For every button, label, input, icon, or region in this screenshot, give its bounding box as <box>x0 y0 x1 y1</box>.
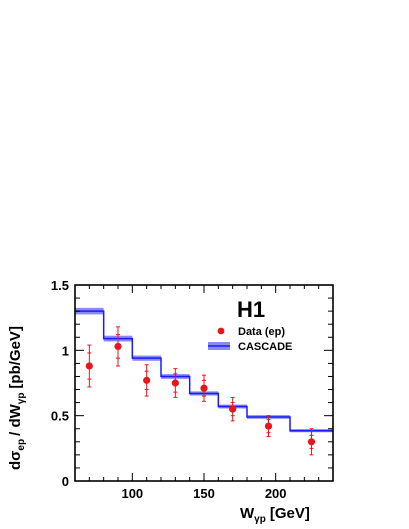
data-point <box>229 396 237 422</box>
data-points-layer <box>85 326 316 456</box>
x-axis-title-sub: γp <box>254 514 266 525</box>
x-axis-title-unit: [GeV] <box>270 505 310 522</box>
data-point <box>200 374 208 402</box>
x-tick-label: 200 <box>265 486 287 501</box>
data-marker <box>200 384 208 392</box>
data-marker <box>114 342 122 351</box>
data-marker <box>85 362 93 370</box>
y-axis-title-sub2: γp <box>16 393 27 405</box>
y-tick-label: 1 <box>62 343 69 358</box>
data-marker <box>171 379 179 387</box>
data-marker <box>264 422 273 430</box>
legend-data-label: Data (ep) <box>238 326 285 338</box>
data-point <box>143 364 151 397</box>
x-tick-label: 100 <box>121 486 143 501</box>
tick-labels: 100 150 200 0 0.5 1 1.5 <box>51 278 287 501</box>
legend: Data (ep) CASCADE <box>208 326 292 353</box>
y-tick-label: 1.5 <box>51 278 69 293</box>
x-tick-label: 150 <box>193 486 215 501</box>
axis-ticks <box>74 284 334 482</box>
y-axis-title-unit: [pb/GeV] <box>7 326 24 389</box>
y-axis-title-main: dσ <box>7 451 24 470</box>
y-axis-title-sub1: ep <box>16 439 27 451</box>
x-axis-title: Wγp [GeV] <box>240 505 310 525</box>
data-marker <box>307 438 316 446</box>
data-point <box>171 368 179 398</box>
cascade-line <box>75 310 333 432</box>
data-marker <box>229 405 237 413</box>
x-axis-title-main: W <box>240 505 255 522</box>
y-tick-label: 0 <box>62 474 69 489</box>
y-axis-title-mid: / dW <box>7 403 24 435</box>
y-axis-title: dσep / dWγp [pb/GeV] <box>7 326 27 470</box>
y-tick-label: 0.5 <box>51 409 69 424</box>
data-marker <box>143 376 151 384</box>
data-point <box>264 415 273 438</box>
data-point <box>85 344 93 388</box>
legend-cascade-label: CASCADE <box>238 341 292 353</box>
cascade-band-layer <box>75 307 333 433</box>
data-point <box>114 326 122 367</box>
cascade-line-layer <box>75 310 333 432</box>
legend-data-marker <box>217 327 225 335</box>
experiment-label: H1 <box>237 297 265 322</box>
data-point <box>307 428 316 456</box>
